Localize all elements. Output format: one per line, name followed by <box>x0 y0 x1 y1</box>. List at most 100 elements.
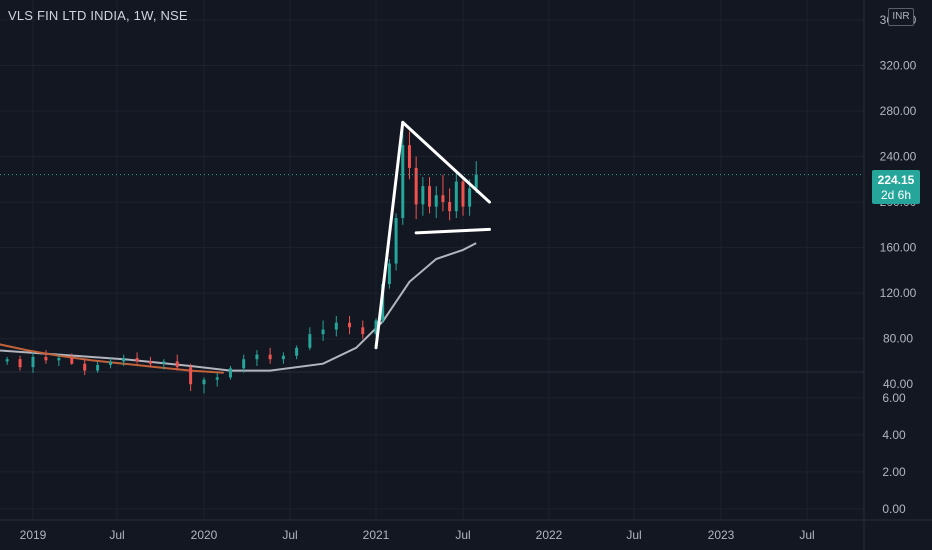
price-tick-label: 120.00 <box>880 286 917 300</box>
candle-body <box>441 195 445 203</box>
candle-body <box>434 195 438 207</box>
time-tick-label: 2019 <box>20 528 47 542</box>
price-tick-label: 240.00 <box>880 150 917 164</box>
candle <box>387 259 391 289</box>
indicator-tick-label: 2.00 <box>882 465 906 479</box>
candle-body <box>44 356 48 361</box>
candle-body <box>281 355 285 360</box>
candle-body <box>321 329 325 335</box>
candle <box>414 156 418 220</box>
time-tick-label: Jul <box>455 528 470 542</box>
trendline <box>401 120 491 204</box>
candle-body <box>109 361 113 365</box>
candle <box>122 354 126 367</box>
candle <box>18 355 22 371</box>
last-price-tag: 224.15 2d 6h <box>872 170 920 204</box>
candle <box>401 122 405 225</box>
grid-lines <box>0 0 864 520</box>
candle-body <box>394 218 398 264</box>
candle <box>255 350 259 367</box>
candle-body <box>189 367 193 385</box>
candle <box>434 186 438 219</box>
time-tick-label: 2022 <box>536 528 563 542</box>
trendline <box>414 227 491 235</box>
time-tick-label: Jul <box>109 528 124 542</box>
last-price-value: 224.15 <box>877 173 915 187</box>
candle-body <box>57 358 61 361</box>
candle <box>454 172 458 219</box>
candle <box>394 213 398 271</box>
candle <box>321 320 325 341</box>
candle <box>421 177 425 216</box>
candle <box>308 327 312 351</box>
candle-body <box>428 186 432 207</box>
candle <box>96 361 100 373</box>
indicator-tick-label: 0.00 <box>882 502 906 516</box>
candle <box>148 356 152 368</box>
candle-body <box>387 263 391 285</box>
candle-body <box>461 181 465 207</box>
candle <box>295 345 299 360</box>
candle-body <box>421 186 425 205</box>
candle <box>334 315 338 337</box>
candle-body <box>407 145 411 168</box>
candle-body <box>215 377 219 380</box>
indicator-tick-label: 6.00 <box>882 391 906 405</box>
candle-body <box>414 167 418 205</box>
candle <box>189 363 193 392</box>
candle <box>348 315 352 335</box>
candle-body <box>374 320 378 335</box>
candle <box>228 366 232 380</box>
candle <box>109 358 113 369</box>
time-tick-label: Jul <box>799 528 814 542</box>
candle-body <box>448 202 452 212</box>
candle-body <box>242 359 246 369</box>
candle-body <box>83 363 87 371</box>
candle <box>407 131 411 180</box>
price-tick-label: 280.00 <box>880 104 917 118</box>
candle <box>461 177 465 216</box>
candle-body <box>122 358 126 362</box>
candle <box>448 188 452 221</box>
candle-body <box>70 358 74 364</box>
candle-body <box>308 334 312 348</box>
candle-body <box>18 359 22 368</box>
symbol-title[interactable]: VLS FIN LTD INDIA, 1W, NSE <box>8 8 188 23</box>
price-tick-label: 80.00 <box>883 332 913 346</box>
candle-body <box>31 356 35 368</box>
trendline-drawings[interactable] <box>374 120 491 350</box>
candle <box>441 174 445 212</box>
currency-badge[interactable]: INR <box>888 8 914 26</box>
candle-body <box>334 322 338 330</box>
indicator-axis[interactable]: 0.00 2.00 4.00 6.00 <box>882 391 906 516</box>
candle-body <box>268 354 272 360</box>
bar-countdown: 2d 6h <box>880 188 912 202</box>
candle-body <box>5 359 9 362</box>
time-axis[interactable]: 2019 Jul 2020 Jul 2021 Jul 2022 Jul 2023 Jul <box>20 528 815 542</box>
trendline <box>374 120 405 350</box>
candle <box>83 359 87 376</box>
candle <box>70 353 74 365</box>
candle-body <box>202 379 206 385</box>
candle-body <box>348 322 352 328</box>
candle <box>202 377 206 394</box>
candle <box>31 352 35 373</box>
candle <box>374 318 378 337</box>
candle-body <box>454 181 458 212</box>
time-tick-label: Jul <box>282 528 297 542</box>
candle-body <box>361 327 365 335</box>
candle-body <box>96 364 100 371</box>
candle <box>5 356 9 365</box>
candle <box>268 347 272 364</box>
candlestick-series <box>5 122 478 394</box>
price-tick-label: 160.00 <box>880 241 917 255</box>
candle <box>162 359 166 370</box>
candle <box>428 177 432 214</box>
candle <box>175 354 179 371</box>
candle-body <box>468 188 472 207</box>
candle <box>44 350 48 364</box>
price-tick-label: 320.00 <box>880 58 917 72</box>
indicator-tick-label: 4.00 <box>882 428 906 442</box>
moving-average-line <box>0 343 224 374</box>
